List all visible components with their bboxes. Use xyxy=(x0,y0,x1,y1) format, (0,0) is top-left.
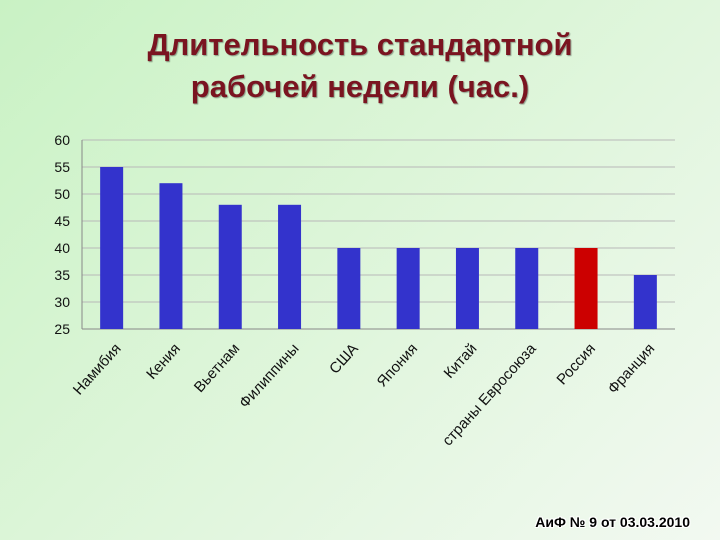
bar-5 xyxy=(337,248,361,329)
y-tick-label-45: 45 xyxy=(54,213,70,229)
bar-10 xyxy=(633,275,657,329)
chart-title: Длительность стандартной рабочей недели … xyxy=(60,24,660,108)
x-tick-label-1: Намибия xyxy=(70,340,125,398)
x-tick-label-10: Франция xyxy=(605,340,659,397)
chart-title-line-1: Длительность стандартной xyxy=(147,27,573,62)
y-tick-label-30: 30 xyxy=(54,294,70,310)
y-tick-label-25: 25 xyxy=(54,321,70,337)
y-tick-label-55: 55 xyxy=(54,159,70,175)
y-tick-label-60: 60 xyxy=(54,132,70,148)
x-tick-label-6: Япония xyxy=(374,340,421,390)
bar-7 xyxy=(455,248,479,329)
bar-8 xyxy=(515,248,539,329)
y-tick-label-35: 35 xyxy=(54,267,70,283)
bar-1 xyxy=(100,167,124,329)
bar-2 xyxy=(159,183,183,329)
source-citation: АиФ № 9 от 03.03.2010 xyxy=(535,514,690,530)
x-tick-label-2: Кения xyxy=(143,340,184,382)
bar-3 xyxy=(218,204,242,329)
x-tick-label-5: США xyxy=(326,340,362,377)
y-tick-label-50: 50 xyxy=(54,186,70,202)
chart-title-line-2: рабочей недели (час.) xyxy=(190,69,530,104)
bar-4 xyxy=(278,204,302,329)
x-tick-label-4: Филиппины xyxy=(236,340,303,411)
bar-6 xyxy=(396,248,420,329)
bar-9 xyxy=(574,248,598,329)
x-tick-label-3: Вьетнам xyxy=(191,340,243,396)
x-tick-label-9: Россия xyxy=(553,340,599,388)
x-tick-label-7: Китай xyxy=(441,340,481,382)
y-tick-label-40: 40 xyxy=(54,240,70,256)
